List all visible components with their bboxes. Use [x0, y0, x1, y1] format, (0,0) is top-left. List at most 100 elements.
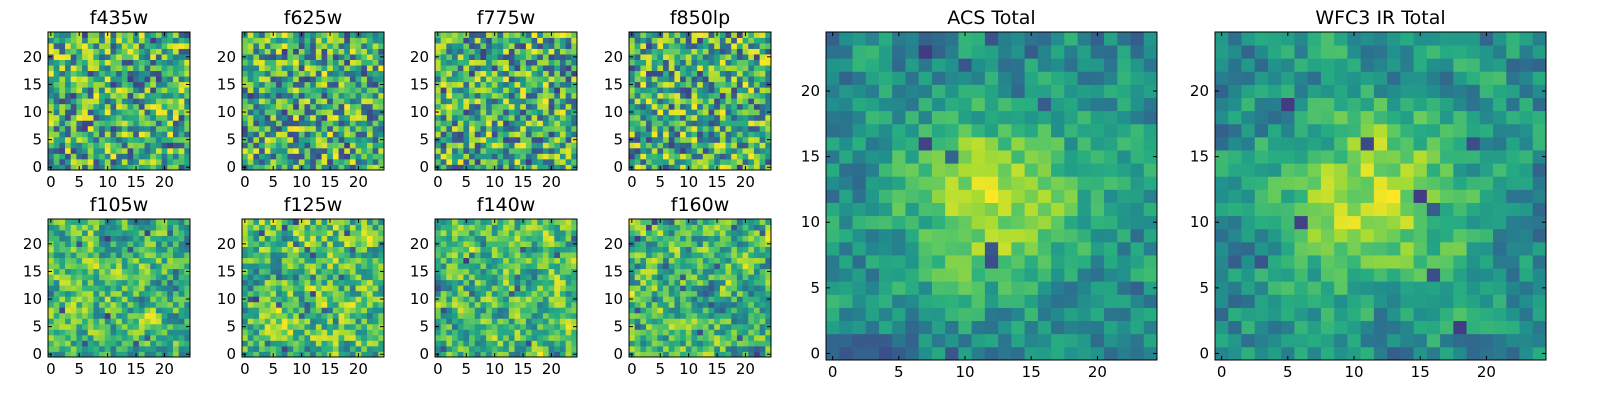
- heatmap-cell: [327, 263, 334, 270]
- heatmap-cell: [344, 158, 351, 165]
- heatmap-cell: [138, 235, 145, 242]
- heatmap-cell: [276, 290, 283, 297]
- heatmap-cell: [144, 246, 151, 253]
- heatmap-cell: [748, 87, 755, 94]
- heatmap-cell: [668, 345, 675, 352]
- heatmap-cell: [259, 235, 266, 242]
- heatmap-cell: [361, 37, 368, 44]
- heatmap-cell: [378, 147, 385, 154]
- heatmap-cell: [719, 70, 726, 77]
- heatmap-cell: [463, 340, 470, 347]
- heatmap-cell: [184, 318, 191, 325]
- heatmap-cell: [554, 37, 561, 44]
- heatmap-cell: [304, 345, 311, 352]
- heatmap-cell: [293, 296, 300, 303]
- heatmap-cell: [293, 274, 300, 281]
- heatmap-cell: [629, 312, 636, 319]
- heatmap-cell: [486, 279, 493, 286]
- heatmap-cell: [463, 153, 470, 160]
- heatmap-cell: [731, 59, 738, 66]
- heatmap-cell: [178, 230, 185, 236]
- heatmap-cell: [65, 252, 72, 259]
- heatmap-cell: [554, 296, 561, 303]
- y-tick-label: 0: [419, 158, 429, 176]
- heatmap-cell: [452, 323, 459, 330]
- heatmap-cell: [668, 32, 675, 38]
- heatmap-cell: [736, 290, 743, 297]
- heatmap-cell: [440, 98, 447, 105]
- heatmap-cell: [242, 103, 249, 110]
- heatmap-cell: [59, 285, 66, 292]
- heatmap-cell: [748, 164, 755, 171]
- heatmap-cell: [457, 230, 464, 236]
- heatmap-cell: [361, 147, 368, 154]
- heatmap-cell: [446, 70, 453, 77]
- heatmap-cell: [480, 32, 487, 38]
- heatmap-cell: [742, 345, 749, 352]
- heatmap-cell: [537, 158, 544, 165]
- heatmap-cell: [736, 318, 743, 325]
- heatmap-cell: [344, 246, 351, 253]
- heatmap-cell: [321, 87, 328, 94]
- heatmap-cell: [491, 136, 498, 143]
- heatmap-cell: [167, 268, 174, 275]
- heatmap-cell: [634, 136, 641, 143]
- heatmap-cell: [765, 334, 772, 341]
- heatmap-cell: [338, 153, 345, 160]
- heatmap-cell: [48, 246, 55, 253]
- heatmap-cell: [70, 334, 77, 341]
- x-tick-label: 15: [320, 360, 339, 378]
- heatmap-cell: [537, 235, 544, 242]
- heatmap-cell: [155, 274, 162, 281]
- heatmap-cell: [150, 224, 157, 231]
- heatmap-cell: [155, 285, 162, 292]
- heatmap-cell: [48, 290, 55, 297]
- heatmap-cell: [674, 120, 681, 127]
- heatmap-cell: [486, 54, 493, 60]
- heatmap-cell: [452, 136, 459, 143]
- heatmap-cell: [531, 351, 538, 358]
- heatmap-cell: [138, 65, 145, 72]
- heatmap-cell: [178, 219, 185, 225]
- heatmap-cell: [259, 318, 266, 325]
- heatmap-cell: [537, 290, 544, 297]
- heatmap-cell: [435, 263, 442, 270]
- heatmap-cell: [315, 142, 322, 149]
- heatmap-cell: [121, 274, 128, 281]
- heatmap-cell: [315, 59, 322, 66]
- heatmap-cell: [508, 92, 515, 99]
- heatmap-cell: [463, 142, 470, 149]
- heatmap-cell: [349, 153, 356, 160]
- heatmap-cell: [361, 296, 368, 303]
- heatmap-cell: [87, 120, 94, 127]
- heatmap-cell: [537, 340, 544, 347]
- heatmap-cell: [548, 136, 555, 143]
- heatmap-cell: [304, 109, 311, 116]
- heatmap-cell: [736, 131, 743, 138]
- panel-title: f775w: [477, 7, 536, 29]
- heatmap-cell: [144, 323, 151, 330]
- heatmap-cell: [457, 285, 464, 292]
- heatmap-cell: [657, 131, 664, 138]
- heatmap-cell: [259, 120, 266, 127]
- heatmap-cell: [298, 318, 305, 325]
- heatmap-cell: [242, 114, 249, 121]
- heatmap-cell: [503, 241, 510, 247]
- heatmap-cell: [116, 285, 123, 292]
- heatmap-cell: [327, 98, 334, 105]
- heatmap-cell: [520, 318, 527, 325]
- heatmap-cell: [559, 307, 567, 314]
- heatmap-cell: [691, 296, 698, 303]
- heatmap-cell: [344, 54, 351, 60]
- heatmap-cell: [565, 70, 572, 77]
- heatmap-cell: [629, 125, 636, 132]
- heatmap-cell: [372, 136, 379, 143]
- heatmap-cell: [287, 296, 294, 303]
- heatmap-cell: [116, 263, 123, 270]
- heatmap-cell: [531, 230, 538, 236]
- heatmap-cell: [104, 43, 111, 49]
- heatmap-cell: [281, 120, 288, 127]
- heatmap-cell: [708, 136, 715, 143]
- heatmap-cell: [435, 279, 442, 286]
- heatmap-cell: [172, 263, 180, 270]
